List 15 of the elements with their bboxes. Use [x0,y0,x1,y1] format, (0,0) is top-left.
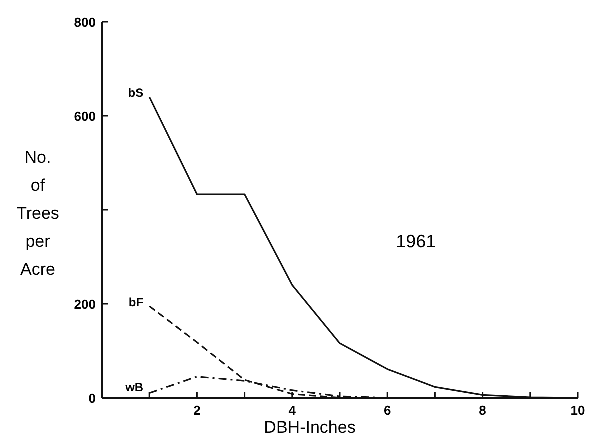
annotation: 1961 [396,232,436,252]
x-axis-title: DBH-Inches [264,418,356,437]
x-tick-label: 6 [384,403,392,418]
series-label: bF [128,295,144,310]
x-tick-label: 4 [288,403,297,418]
y-tick-label: 800 [74,15,96,30]
y-tick-label: 600 [74,109,96,124]
series-label: wB [124,380,144,394]
x-tick-label: 10 [570,403,586,418]
series-label: bS [128,86,144,100]
x-tick-label: 8 [479,403,486,418]
y-tick-label: 200 [74,297,96,312]
x-tick-label: 2 [194,403,201,418]
y-tick-label: 0 [88,391,96,406]
y-axis-title: No. of Trees per Acre [16,148,60,279]
